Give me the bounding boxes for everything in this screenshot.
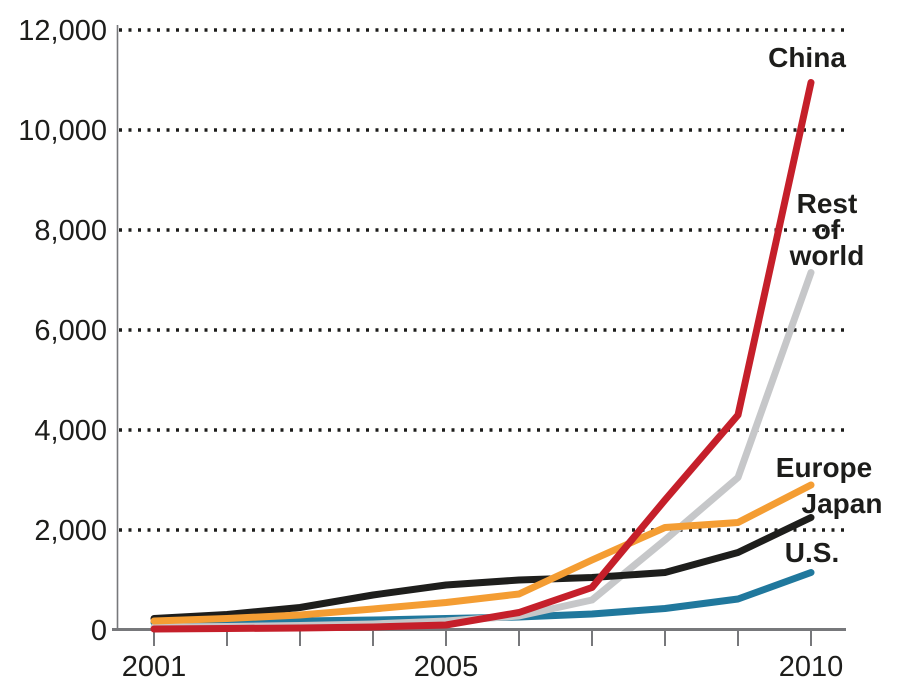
y-axis-label-8000: 8,000 [34, 215, 107, 247]
series-label-japan: Japan [802, 488, 883, 519]
series-label-china: China [768, 42, 846, 73]
y-axis-label-0: 0 [91, 615, 107, 647]
x-axis-label-2005: 2005 [414, 651, 479, 683]
series-label-europe: Europe [776, 452, 872, 483]
series-line-china [150, 79, 815, 633]
series-line-japan [150, 514, 815, 622]
x-axis-label-2001: 2001 [122, 651, 187, 683]
y-axis-label-12000: 12,000 [18, 15, 107, 47]
series-label-u-s: U.S. [785, 537, 839, 568]
series-line-europe [150, 481, 815, 625]
y-axis-label-10000: 10,000 [18, 115, 107, 147]
x-axis-label-2010: 2010 [779, 651, 844, 683]
y-axis-label-6000: 6,000 [34, 315, 107, 347]
y-axis-label-4000: 4,000 [34, 415, 107, 447]
series-label-rest-of-world: Rest of world [789, 188, 865, 271]
y-axis-label-2000: 2,000 [34, 515, 107, 547]
